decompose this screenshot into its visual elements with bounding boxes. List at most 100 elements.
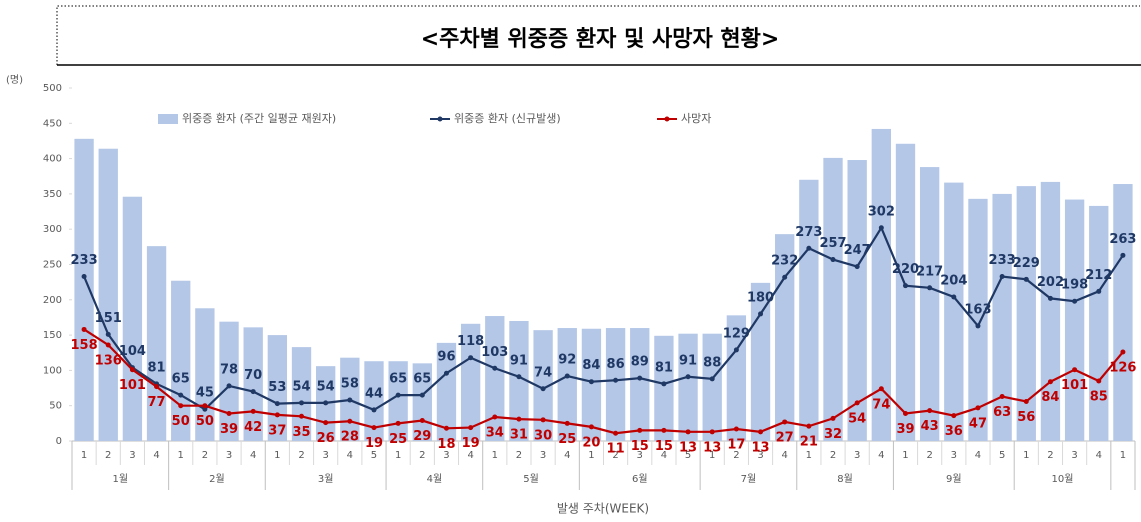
data-label: 15: [631, 439, 649, 454]
point: [564, 373, 570, 379]
point: [347, 397, 353, 403]
data-label: 91: [679, 353, 697, 368]
point: [806, 423, 812, 429]
x-tick-label: 1: [902, 450, 908, 461]
x-tick-label: 5: [685, 450, 691, 461]
data-label: 81: [148, 360, 166, 375]
point: [709, 429, 715, 435]
data-label: 35: [292, 425, 310, 440]
x-tick-label: 2: [202, 450, 208, 461]
data-label: 84: [582, 358, 600, 373]
x-tick-label: 4: [975, 450, 981, 461]
group-label: 2월: [209, 473, 225, 485]
data-label: 13: [679, 440, 697, 455]
point: [443, 425, 449, 431]
x-tick-label: 1: [709, 450, 715, 461]
legend-label: 위중증 환자 (주간 일평균 재원자): [182, 111, 336, 125]
x-tick-label: 3: [951, 450, 957, 461]
point: [1023, 276, 1029, 282]
bar: [678, 333, 698, 441]
data-label: 233: [989, 253, 1016, 268]
x-tick-label: 3: [757, 450, 763, 461]
point: [516, 374, 522, 380]
point: [1047, 379, 1053, 385]
point: [782, 419, 788, 425]
point: [685, 374, 691, 380]
y-unit: (명): [6, 74, 23, 86]
x-tick-label: 4: [661, 450, 667, 461]
data-label: 27: [776, 430, 794, 445]
x-tick-label: 3: [226, 450, 232, 461]
point: [782, 274, 788, 280]
point: [830, 415, 836, 421]
point: [927, 285, 933, 291]
data-label: 26: [317, 431, 335, 446]
point: [733, 347, 739, 353]
point: [178, 403, 184, 409]
point: [661, 381, 667, 387]
point: [468, 425, 474, 431]
bar: [146, 246, 167, 441]
point: [371, 407, 377, 413]
point: [588, 379, 594, 385]
data-label: 78: [220, 362, 238, 377]
bar: [630, 328, 650, 441]
data-label: 158: [71, 338, 98, 353]
point: [830, 257, 836, 263]
point: [492, 414, 498, 420]
data-label: 19: [365, 436, 383, 451]
data-label: 232: [771, 254, 798, 269]
point: [806, 245, 812, 251]
data-label: 217: [916, 264, 943, 279]
point: [419, 418, 425, 424]
x-tick-label: 3: [1071, 450, 1077, 461]
point: [395, 392, 401, 398]
point: [999, 394, 1005, 400]
group-label: 1월: [113, 473, 129, 485]
data-label: 151: [95, 311, 122, 326]
y-tick-label: 0: [56, 436, 62, 447]
point: [371, 425, 377, 431]
point: [323, 400, 329, 406]
y-tick-label: 500: [43, 83, 62, 94]
x-tick-label: 1: [1023, 450, 1029, 461]
legend-label: 사망자: [681, 112, 711, 125]
point: [81, 274, 87, 280]
point: [540, 386, 546, 392]
group-label: 10월: [1052, 473, 1074, 485]
legend-swatch-point: [437, 116, 443, 122]
data-label: 21: [800, 435, 818, 450]
point: [419, 392, 425, 398]
point: [902, 283, 908, 289]
x-tick-label: 4: [1096, 450, 1102, 461]
point: [878, 225, 884, 231]
bar: [654, 335, 674, 441]
data-label: 58: [341, 377, 359, 392]
x-tick-label: 2: [733, 450, 739, 461]
point: [1120, 252, 1126, 258]
x-tick-label: 3: [129, 450, 135, 461]
data-label: 25: [558, 432, 576, 447]
data-label: 233: [71, 253, 98, 268]
point: [105, 331, 111, 337]
x-tick-label: 3: [637, 450, 643, 461]
line: [83, 328, 1124, 435]
bar: [533, 330, 553, 441]
legend-label: 위중증 환자 (신규발생): [454, 112, 561, 125]
point: [878, 386, 884, 392]
point: [178, 392, 184, 398]
x-tick-label: 2: [926, 450, 932, 461]
x-tick-label: 4: [250, 450, 256, 461]
data-label: 29: [413, 429, 431, 444]
data-label: 202: [1037, 275, 1064, 290]
point: [975, 405, 981, 411]
x-tick-label: 1: [81, 450, 87, 461]
data-label: 247: [844, 243, 871, 258]
bar: [992, 193, 1012, 441]
x-tick-label: 1: [1120, 450, 1126, 461]
x-tick-label: 2: [612, 450, 618, 461]
legend-swatch-point: [664, 116, 670, 122]
line: [83, 225, 1124, 412]
point: [129, 367, 135, 373]
data-label: 65: [413, 372, 431, 387]
